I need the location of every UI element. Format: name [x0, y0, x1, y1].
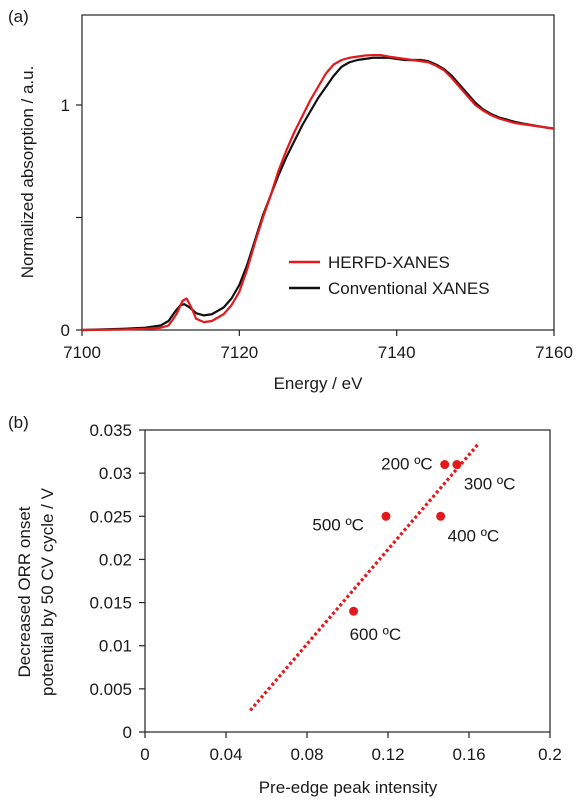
- legend-label-herfd: HERFD-XANES: [328, 253, 450, 272]
- panel-a-y-tick-label: 1: [61, 96, 70, 115]
- data-point-label: 500 ºC: [312, 515, 364, 534]
- panel-b-y-tick-label: 0: [123, 723, 132, 742]
- data-point: [452, 460, 462, 470]
- panel-a-x-tick-label: 7140: [378, 343, 416, 362]
- panel-a-x-tick-label: 7160: [535, 343, 573, 362]
- data-point: [381, 511, 391, 521]
- panel-b-scatter-chart: (b) 0 0.04 0.08 0.12 0.16 0.200.0050.010.0150…: [8, 413, 562, 797]
- data-point: [436, 511, 446, 521]
- panel-a-plot-frame: [81, 14, 555, 331]
- panel-b-x-tick-label: 0.12: [371, 745, 404, 764]
- panel-b-y-tick-label: 0.025: [89, 507, 132, 526]
- panel-b-x-tick-label: 0.04: [209, 745, 242, 764]
- data-point-label: 300 ºC: [464, 475, 516, 494]
- panel-a-xanes-chart: (a) 7100 7120 7140 7160 0 1 HERFD-XANES Conve…: [8, 7, 573, 393]
- panel-b-y-tick-label: 0.02: [99, 550, 132, 569]
- trendline: [249, 441, 481, 712]
- panel-b-label: (b): [8, 413, 29, 432]
- panel-a-x-tick-label: 7100: [63, 343, 101, 362]
- panel-a-x-tick-label: 7120: [220, 343, 258, 362]
- panel-b-x-tick-label: 0: [140, 745, 149, 764]
- panel-a-ticks: 7100 7120 7140 7160 0 1: [61, 96, 573, 362]
- panel-a-legend: HERFD-XANES Conventional XANES: [289, 253, 490, 298]
- legend-label-conventional: Conventional XANES: [328, 279, 490, 298]
- data-point-label: 600 ºC: [350, 625, 402, 644]
- data-point: [349, 606, 359, 616]
- panel-b-points: 200 ºC 300 ºC 400 ºC 500 ºC 600 ºC: [312, 455, 515, 645]
- panel-b-y-tick-label: 0.035: [89, 421, 132, 440]
- panel-a-x-axis-title: Energy / eV: [274, 374, 363, 393]
- panel-a-series: [81, 53, 555, 332]
- panel-b-x-tick-label: 0.2: [538, 745, 562, 764]
- panel-b-x-axis-title: Pre-edge peak intensity: [259, 778, 438, 797]
- data-point-label: 400 ºC: [448, 526, 500, 545]
- panel-b-y-tick-label: 0.03: [99, 464, 132, 483]
- panel-b-x-tick-label: 0.08: [290, 745, 323, 764]
- panel-a-y-tick-label: 0: [61, 321, 70, 340]
- panel-b-trendline-group: [249, 441, 481, 712]
- panel-a-y-axis-title: Normalized absorption / a.u.: [18, 66, 37, 279]
- data-point: [440, 460, 450, 470]
- panel-b-y-tick-label: 0.015: [89, 594, 132, 613]
- panel-b-x-tick-label: 0.16: [452, 745, 485, 764]
- panel-a-label: (a): [8, 7, 29, 26]
- panel-b-y-tick-label: 0.005: [89, 680, 132, 699]
- series-line-herfd-xanes: [81, 53, 555, 332]
- data-point-label: 200 ºC: [381, 455, 433, 474]
- panel-b-plot-frame: [144, 429, 551, 733]
- panel-b-ticks: 0 0.04 0.08 0.12 0.16 0.2 0 0.005 0.01 0.015 0.02 0…: [89, 421, 561, 764]
- panel-b-y-tick-label: 0.01: [99, 637, 132, 656]
- panel-b-y-axis-title-line1: Decreased ORR onset: [15, 506, 34, 677]
- panel-b-y-axis-title-line2: potential by 50 CV cycle / V: [38, 487, 57, 696]
